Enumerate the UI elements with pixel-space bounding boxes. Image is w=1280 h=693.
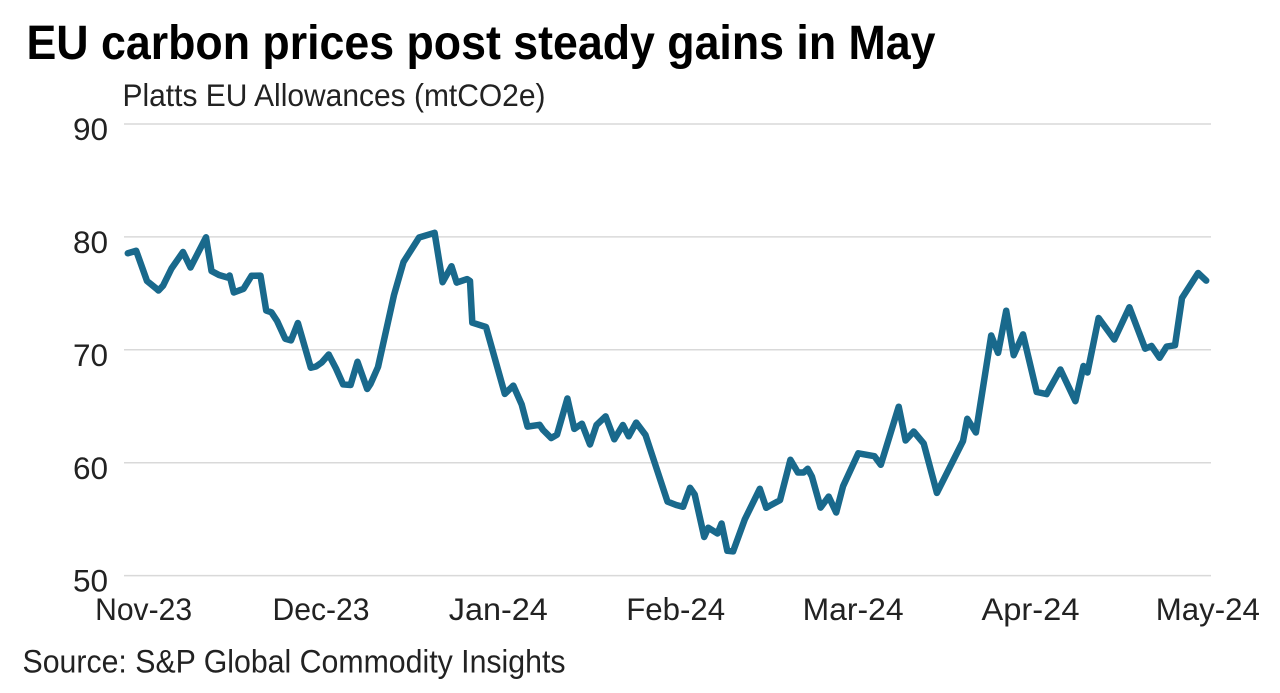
svg-text:Source: S&P Global Commodity I: Source: S&P Global Commodity Insights: [23, 644, 566, 680]
svg-text:May-24: May-24: [1156, 591, 1260, 627]
svg-text:Dec-23: Dec-23: [273, 591, 370, 627]
svg-text:Mar-24: Mar-24: [803, 591, 904, 627]
svg-text:80: 80: [73, 224, 108, 260]
svg-text:Jan-24: Jan-24: [449, 591, 548, 627]
svg-text:60: 60: [73, 450, 108, 486]
svg-text:EU carbon prices post steady g: EU carbon prices post steady gains in Ma…: [27, 17, 936, 70]
svg-text:70: 70: [73, 337, 108, 373]
svg-text:Apr-24: Apr-24: [982, 591, 1080, 627]
svg-text:Nov-23: Nov-23: [95, 591, 192, 627]
svg-text:Platts EU Allowances (mtCO2e): Platts EU Allowances (mtCO2e): [123, 77, 546, 113]
svg-text:Feb-24: Feb-24: [626, 591, 725, 627]
svg-text:50: 50: [73, 563, 108, 599]
svg-text:90: 90: [73, 111, 108, 147]
